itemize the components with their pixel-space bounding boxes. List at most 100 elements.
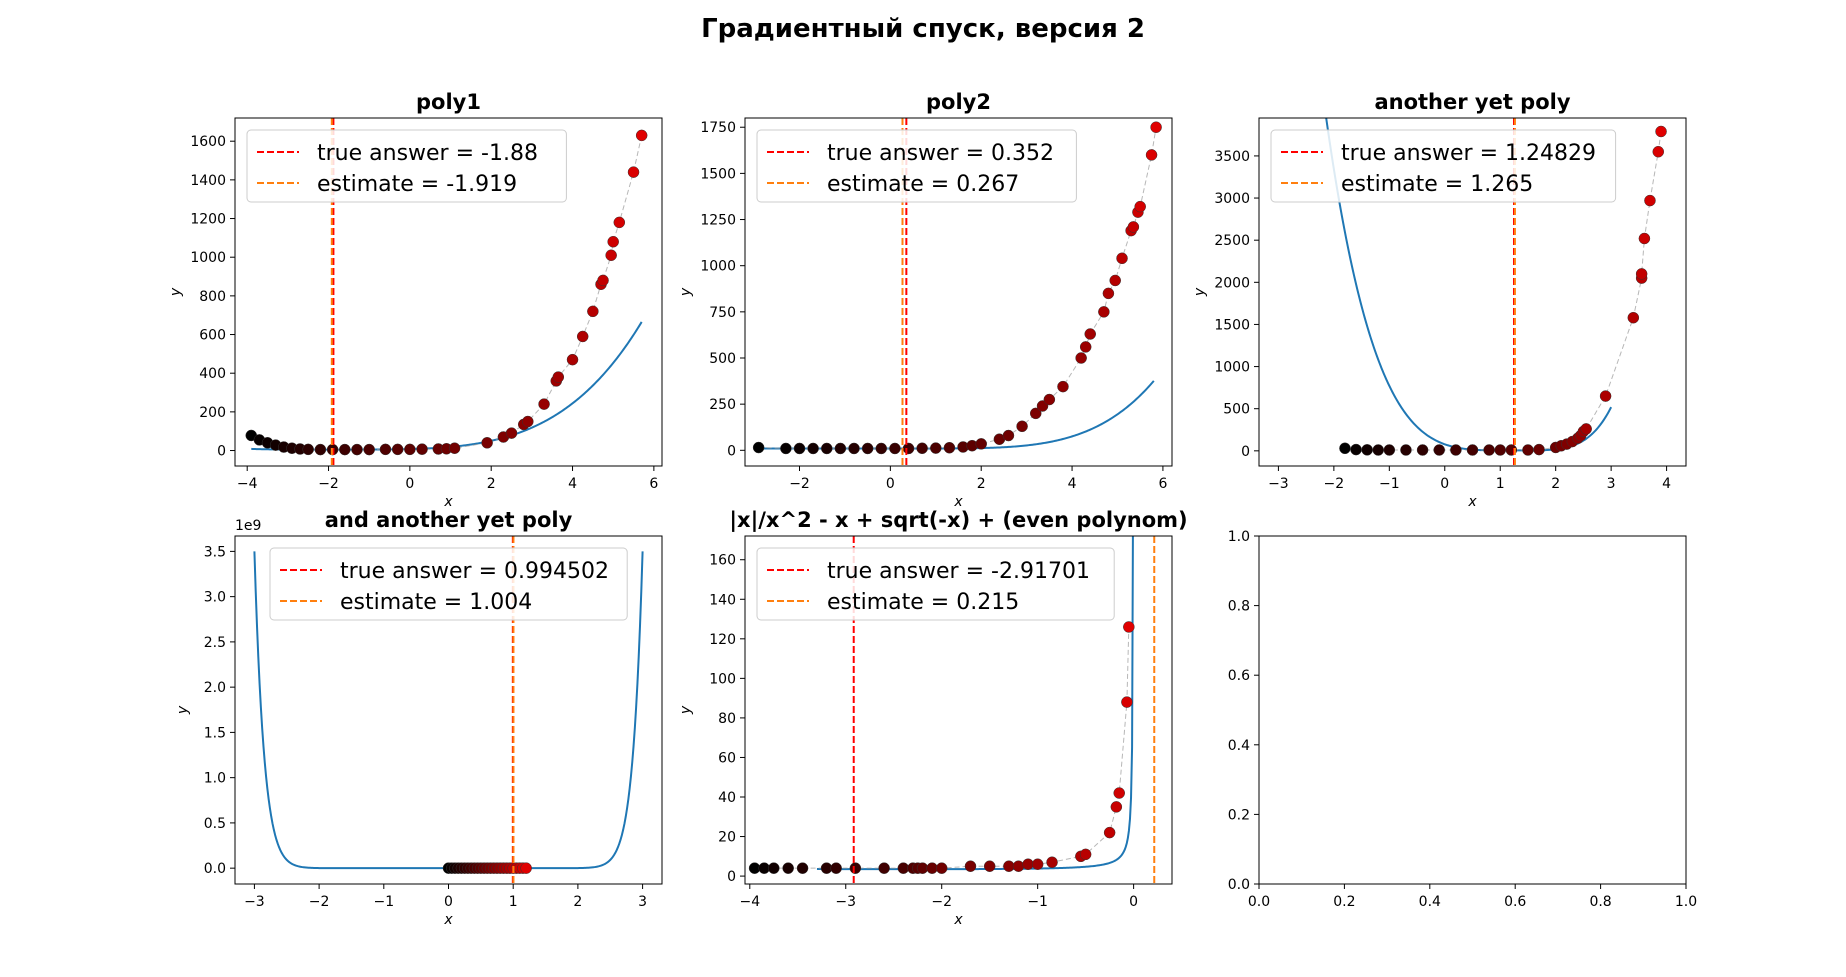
x-tick-label: 2 (1551, 476, 1560, 492)
descent-point (1123, 621, 1135, 633)
descent-point (1416, 444, 1429, 456)
x-tick-label: 0 (444, 894, 453, 910)
y-tick-label: 160 (709, 553, 736, 569)
descent-point (1116, 252, 1128, 265)
legend: true answer = -1.88 estimate = -1.919 (246, 129, 567, 203)
x-tick-label: 0.6 (1504, 894, 1526, 910)
x-axis-label: x (1467, 494, 1477, 510)
descent-point (1079, 341, 1092, 353)
x-tick-label: 6 (1158, 476, 1167, 492)
descent-point (481, 437, 493, 449)
descent-point (587, 305, 599, 318)
descent-point (1110, 801, 1123, 813)
descent-point (1580, 423, 1592, 435)
x-axis-label: x (443, 912, 453, 928)
descent-point (782, 862, 794, 874)
x-tick-label: −3 (1268, 476, 1289, 492)
descent-point (448, 442, 461, 454)
descent-point (1483, 444, 1495, 456)
descent-point (878, 862, 890, 874)
descent-point (1383, 444, 1396, 456)
descent-point (1635, 268, 1648, 280)
plot-area (245, 118, 648, 466)
descent-point (861, 442, 874, 455)
axes-frame (234, 117, 663, 467)
descent-point (302, 443, 314, 456)
descent-point (1494, 444, 1506, 456)
x-tick-label: 2 (977, 476, 986, 492)
x-tick-label: −1 (373, 894, 394, 910)
y-axis-label: y (678, 287, 694, 297)
descent-point (1655, 125, 1667, 138)
x-axis-label: x (953, 494, 963, 510)
y-tick-label: 1200 (190, 212, 226, 228)
descent-point (1113, 787, 1125, 799)
y-tick-label: 20 (718, 830, 736, 846)
subplot-title: and another yet poly (325, 508, 573, 532)
subplot-4: −3 −2 −1 0 1 2 3 0.0 0.5 1.0 1.5 2.0 2.5 3.0 3.5 1e9 and… (175, 508, 663, 928)
y-tick-label: 1400 (190, 173, 226, 189)
x-tick-label: −2 (931, 894, 952, 910)
subplot-3: −3 −2 −1 0 1 2 3 4 0 500 1000 1500 2000 2500 3000 3500 a… (1192, 90, 1687, 510)
descent-point (404, 443, 416, 456)
x-tick-label: −1 (1379, 476, 1400, 492)
descent-path (754, 626, 1130, 869)
legend: true answer = 0.352 estimate = 0.267 (756, 129, 1077, 203)
descent-point (834, 442, 847, 455)
y-tick-label: 40 (718, 790, 736, 806)
x-tick-label: −2 (789, 476, 810, 492)
x-tick-label: 0.4 (1419, 894, 1441, 910)
descent-point (566, 353, 579, 366)
subplot-2: −2 0 2 4 6 0 250 500 750 1000 1250 1500 1750 poly2 x y t… (678, 90, 1173, 510)
x-tick-label: −3 (244, 894, 265, 910)
x-tick-label: −2 (1324, 476, 1345, 492)
descent-point (983, 860, 996, 872)
legend-true-label: true answer = 0.352 (827, 141, 1054, 166)
y-axis-label: y (175, 705, 191, 715)
x-tick-label: 2 (487, 476, 496, 492)
legend-estimate-label: estimate = 0.215 (827, 590, 1019, 615)
descent-point (1627, 311, 1640, 324)
descent-point (943, 441, 956, 454)
descent-point (793, 442, 806, 455)
y-tick-label: 1000 (190, 250, 226, 266)
legend-box (756, 129, 1077, 203)
descent-point (1043, 393, 1056, 406)
legend-box (269, 547, 628, 621)
descent-point (849, 862, 862, 874)
descent-point (416, 443, 428, 455)
legend-true-label: true answer = -2.91701 (827, 559, 1090, 584)
x-tick-label: −4 (237, 476, 258, 492)
x-tick-label: 0.0 (1248, 894, 1270, 910)
axes-frame (744, 117, 1173, 467)
y-tick-label: 500 (709, 351, 736, 367)
legend-box (246, 129, 567, 203)
y-tick-label: 600 (199, 328, 226, 344)
descent-point (1533, 443, 1545, 456)
x-tick-label: 0.8 (1589, 894, 1611, 910)
legend: true answer = 0.994502 estimate = 1.004 (269, 547, 628, 621)
descent-point (975, 438, 987, 450)
x-tick-label: −3 (835, 894, 856, 910)
subplot-6: 0.0 0.2 0.4 0.6 0.8 1.0 0.0 0.2 0.4 0.6 0.8 1.0 (1228, 529, 1697, 910)
descent-point (848, 442, 860, 455)
x-tick-label: 3 (1607, 476, 1616, 492)
y-tick-label: 500 (1223, 402, 1250, 418)
y-tick-label: 0 (217, 444, 226, 460)
descent-point (916, 442, 928, 455)
function-curve (816, 536, 1134, 871)
y-tick-label: 800 (199, 289, 226, 305)
descent-point (1121, 696, 1133, 708)
y-tick-label: 0 (727, 869, 736, 885)
descent-point (1109, 274, 1121, 287)
y-tick-label: 1750 (700, 120, 736, 136)
descent-point (605, 249, 617, 262)
descent-point (768, 862, 780, 874)
descent-point (538, 398, 550, 410)
y-tick-label: 3000 (1214, 191, 1250, 207)
y-tick-label: 3.5 (204, 544, 226, 560)
descent-point (597, 274, 609, 287)
y-tick-label: 1500 (700, 166, 736, 182)
legend-estimate-label: estimate = 1.004 (340, 590, 532, 615)
axes-frame (1258, 117, 1687, 467)
